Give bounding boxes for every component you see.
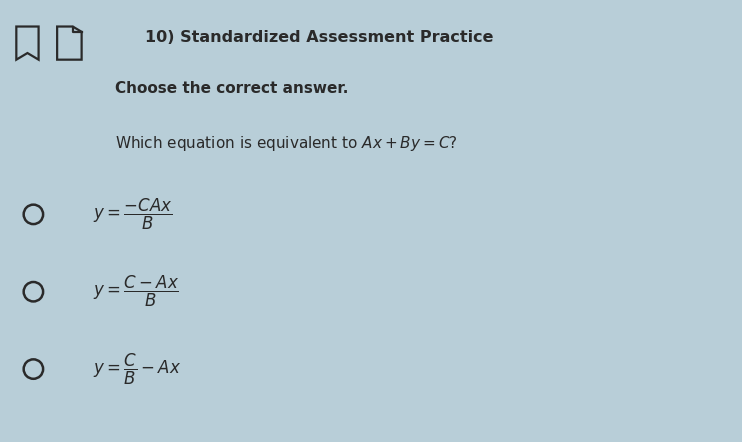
- Text: 10) Standardized Assessment Practice: 10) Standardized Assessment Practice: [145, 30, 493, 45]
- Text: Which equation is equivalent to $Ax + By = C$?: Which equation is equivalent to $Ax + By…: [115, 134, 458, 153]
- Text: Choose the correct answer.: Choose the correct answer.: [115, 81, 349, 96]
- Text: $y = \dfrac{C - Ax}{B}$: $y = \dfrac{C - Ax}{B}$: [93, 274, 179, 309]
- Text: $y = \dfrac{C}{B} - Ax$: $y = \dfrac{C}{B} - Ax$: [93, 351, 181, 387]
- Text: $y = \dfrac{-CAx}{B}$: $y = \dfrac{-CAx}{B}$: [93, 197, 172, 232]
